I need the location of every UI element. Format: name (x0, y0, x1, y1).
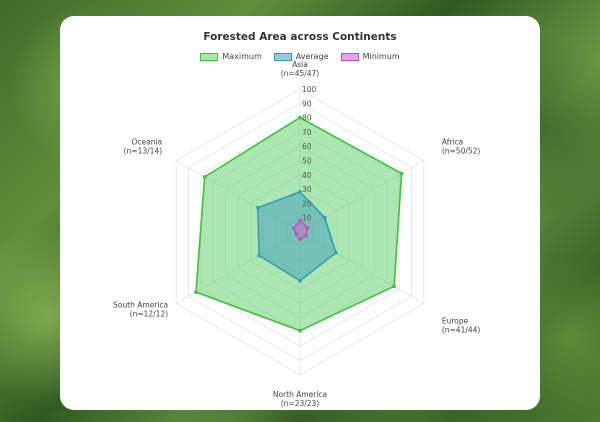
tick-label-40: 40 (302, 171, 312, 180)
data-point-maximum-2 (392, 284, 396, 289)
data-point-maximum-5 (202, 175, 207, 179)
tick-label-80: 80 (302, 114, 312, 123)
tick-label-50: 50 (302, 157, 312, 166)
tick-label-30: 30 (302, 185, 312, 194)
data-point-minimum-4 (294, 232, 299, 236)
category-label-0: Asia (292, 60, 308, 69)
category-label-5: Oceania (131, 138, 162, 147)
radar-chart: 10 20 30 40 50 60 70 80 90 100 Asia(n=45/47) Africa… (113, 60, 481, 408)
legend-swatch-minimum (340, 52, 359, 61)
tick-label-70: 70 (302, 128, 312, 137)
data-point-average-4 (257, 253, 261, 258)
tick-label-90: 90 (302, 99, 312, 108)
chart-title: Forested Area across Continents (203, 31, 397, 43)
legend-item-maximum[interactable]: Maximum (200, 52, 262, 61)
legend-swatch-maximum (200, 52, 219, 61)
data-point-minimum-1 (305, 225, 310, 230)
data-point-maximum-1 (399, 171, 404, 176)
legend-label-maximum: Maximum (222, 52, 262, 61)
data-point-average-3 (298, 278, 302, 283)
tick-label-10: 10 (302, 214, 312, 223)
data-point-maximum-0 (298, 115, 302, 120)
data-point-maximum-3 (298, 328, 302, 333)
category-count-3: (n=23/23) (281, 399, 320, 408)
chart-card: Forested Area across Continents Maximum … (60, 16, 540, 410)
legend-item-average[interactable]: Average (273, 52, 329, 61)
tick-label-20: 20 (302, 199, 312, 208)
category-label-4: South America (113, 301, 168, 310)
chart-legend: Maximum Average Minimum (60, 52, 540, 61)
data-point-average-1 (322, 215, 327, 220)
legend-label-minimum: Minimum (362, 52, 400, 61)
legend-label-average: Average (295, 52, 329, 61)
data-point-average-2 (334, 250, 338, 255)
category-count-0: (n=45/47) (281, 69, 320, 78)
category-count-1: (n=50/52) (442, 147, 481, 156)
category-label-1: Africa (442, 138, 463, 147)
tick-label-60: 60 (302, 142, 312, 151)
data-point-average-0 (298, 190, 302, 194)
data-point-average-5 (256, 205, 260, 210)
category-count-4: (n=12/12) (130, 310, 169, 319)
legend-swatch-average (273, 52, 292, 61)
category-count-5: (n=13/14) (124, 147, 163, 156)
category-count-2: (n=41/44) (442, 326, 481, 335)
tick-label-100: 100 (302, 85, 317, 94)
data-point-minimum-5 (292, 226, 296, 231)
category-label-2: Europe (442, 317, 469, 326)
data-point-minimum-2 (304, 233, 308, 238)
category-label-3: North America (273, 390, 327, 399)
legend-item-minimum[interactable]: Minimum (340, 52, 400, 61)
data-point-maximum-4 (194, 290, 198, 294)
data-point-minimum-0 (298, 218, 302, 223)
data-point-minimum-3 (298, 237, 302, 241)
